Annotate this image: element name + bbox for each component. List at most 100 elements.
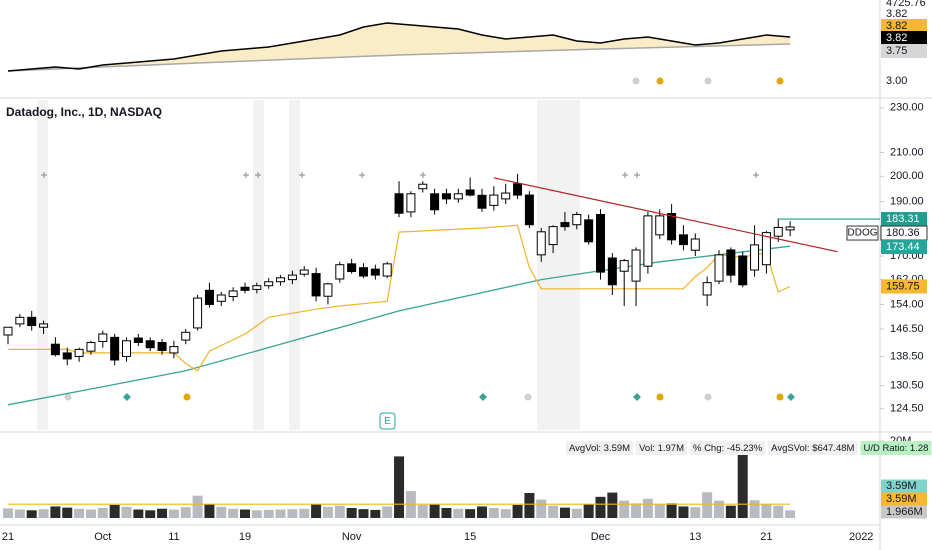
volume-bar — [251, 510, 262, 518]
volume-bar — [559, 507, 570, 518]
x-tick-label: Oct — [94, 531, 111, 543]
candle-body — [110, 336, 120, 361]
plus-marker — [420, 172, 426, 178]
volume-bar — [536, 499, 547, 518]
volume-bar — [785, 510, 796, 518]
volume-bar — [145, 510, 156, 518]
candle-body — [394, 193, 404, 214]
relative-strength-line — [7, 22, 791, 72]
price-tag — [881, 479, 927, 493]
y-tick-label: 130.50 — [890, 380, 924, 392]
candle-body — [619, 260, 629, 272]
volume-bar — [571, 508, 582, 518]
candle-body — [418, 183, 428, 190]
candle-body — [702, 282, 712, 296]
volume-bar — [417, 504, 428, 518]
candle-body — [264, 281, 274, 287]
y-tick-label: 138.50 — [890, 350, 924, 362]
price-tag-label: 3.59M — [886, 480, 917, 492]
volume-bar — [749, 500, 760, 518]
event-dot — [656, 77, 664, 85]
volume-bar — [74, 508, 85, 518]
volume-bar — [85, 509, 96, 518]
candle-body — [181, 331, 191, 341]
x-tick-label: 21 — [2, 531, 14, 543]
stat-badge-label: U/D Ratio: 1.28 — [863, 443, 928, 454]
candle-body — [572, 214, 582, 226]
event-dot — [704, 77, 712, 85]
volume-bar — [761, 504, 772, 518]
volume-bar — [714, 500, 724, 518]
candle-body — [240, 286, 250, 291]
volume-bar — [299, 508, 310, 518]
area-fill — [8, 23, 791, 71]
candle-body — [216, 294, 226, 302]
price-tag — [881, 19, 927, 33]
volume-bar — [97, 507, 108, 518]
volume-bar — [773, 505, 784, 518]
volume-bar — [607, 492, 618, 518]
candle-body — [548, 226, 558, 246]
candle-body — [513, 183, 523, 196]
candle-body — [726, 249, 736, 276]
candle-body — [252, 285, 262, 290]
volume-bar — [370, 509, 381, 518]
event-diamond — [479, 393, 487, 401]
candle-body — [489, 194, 499, 206]
volume-bar — [524, 492, 535, 518]
volume-bar — [275, 509, 286, 518]
y-tick-label: 154.00 — [890, 298, 924, 310]
candle-body — [773, 226, 783, 237]
event-dot — [64, 393, 72, 401]
plus-marker — [622, 172, 628, 178]
volume-bar — [192, 495, 203, 518]
price-tag — [881, 279, 927, 294]
volume-bar — [642, 498, 653, 518]
candle-body — [311, 273, 321, 297]
x-tick-label: Dec — [591, 531, 611, 543]
candle-body — [74, 348, 84, 357]
candle-body — [667, 212, 677, 241]
event-diamond — [633, 393, 641, 401]
volume-bar — [168, 509, 179, 518]
candle-body — [370, 268, 380, 276]
volume-bar — [690, 507, 701, 518]
candle-body — [441, 193, 451, 200]
candle-body — [27, 316, 37, 327]
candle-body — [785, 226, 795, 231]
volume-bar — [512, 504, 523, 518]
x-tick-label: 15 — [464, 531, 476, 543]
candle-body — [501, 192, 511, 200]
plus-marker — [753, 172, 759, 178]
band — [537, 100, 580, 430]
volume-bar — [666, 503, 677, 518]
session-bands — [37, 100, 580, 430]
x-tick-label: 21 — [760, 531, 772, 543]
event-diamond — [787, 393, 795, 401]
candle-body — [465, 189, 475, 196]
event-dot — [776, 393, 784, 401]
earnings-badge: E — [379, 412, 396, 430]
x-tick-label: 11 — [168, 531, 179, 543]
candle-body — [643, 215, 653, 267]
volume-bar — [737, 441, 748, 518]
price-tag — [881, 31, 927, 45]
plus-marker — [255, 172, 261, 178]
candle-body — [359, 267, 368, 277]
candle-body — [536, 231, 546, 256]
x-tick-label: 19 — [239, 531, 251, 543]
candle-body — [122, 340, 131, 357]
chart-title: Datadog, Inc., 1D, NASDAQ — [6, 105, 162, 119]
stat-badge — [768, 441, 858, 455]
event-dot — [183, 393, 191, 401]
volume-bar — [631, 503, 642, 518]
candle-body — [714, 254, 724, 282]
plus-marker — [359, 172, 365, 178]
volume-bar — [465, 509, 476, 518]
candle-body — [50, 343, 60, 356]
volume-bar — [346, 507, 357, 518]
volume-bar — [488, 507, 499, 518]
volume-bar — [14, 509, 25, 518]
event-dot — [704, 393, 712, 401]
price-tag-label: 3.75 — [886, 45, 907, 57]
